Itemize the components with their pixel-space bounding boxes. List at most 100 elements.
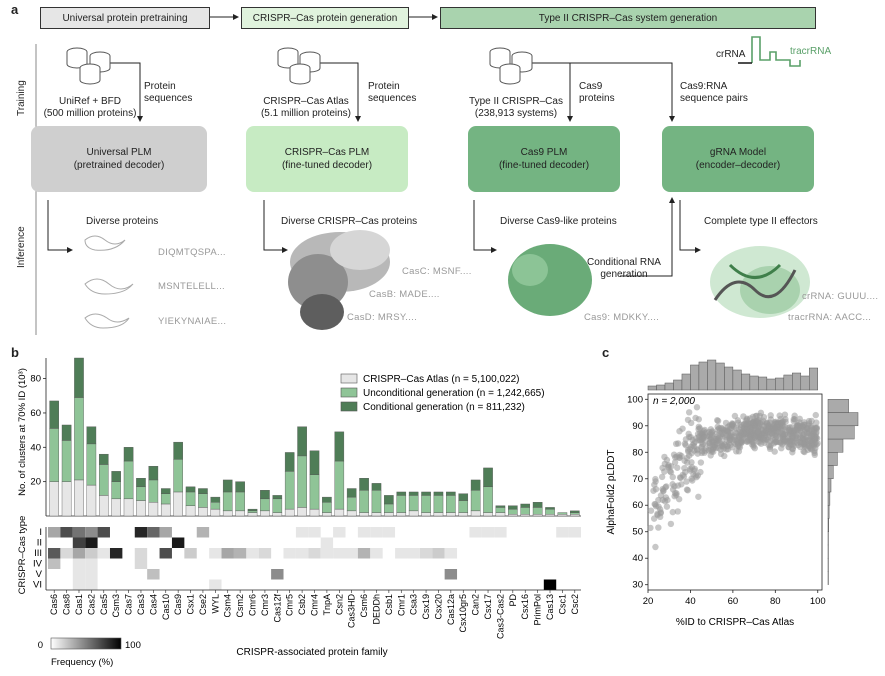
scatter-point — [697, 459, 705, 466]
scatter-point — [734, 419, 742, 427]
bar-segment — [470, 510, 481, 517]
bar-segment — [198, 507, 208, 517]
scatter-point — [682, 436, 690, 443]
scatter-point — [700, 434, 708, 441]
heatmap-cell — [481, 527, 495, 538]
scatter-point — [748, 431, 755, 439]
heatmap-cell — [72, 537, 86, 548]
top-histogram-bar — [656, 384, 666, 391]
scatter-point — [667, 520, 675, 528]
bar-segment — [222, 491, 233, 512]
top-histogram-bar — [715, 362, 725, 391]
bar-segment — [570, 514, 580, 517]
bar-segment — [297, 455, 307, 508]
scatter-point — [789, 445, 797, 453]
colorbar-max: 100 — [125, 640, 141, 651]
bar-segment — [136, 486, 146, 501]
dataset-uniref: UniRef + BFD (500 million proteins) — [30, 96, 150, 120]
scatter-point — [790, 416, 797, 423]
heatmap-cell — [246, 548, 259, 559]
scatter-point — [755, 427, 762, 435]
bar-segment — [284, 452, 295, 472]
bar-segment — [74, 397, 84, 481]
scatter-point — [670, 451, 678, 458]
model-subtitle: (encoder–decoder) — [695, 160, 781, 171]
bar-legend: CRISPR–Cas Atlas (n = 5,100,022) Uncondi… — [340, 373, 545, 413]
category-label: Csm4 — [223, 594, 233, 618]
scatter-point — [652, 543, 659, 551]
scatter-point — [669, 473, 676, 481]
scatter-annotation: n = 2,000 — [653, 396, 695, 407]
heatmap-cell — [85, 537, 98, 548]
bar-segment — [545, 507, 555, 510]
scatter-point — [655, 524, 662, 531]
colorbar-label: Frequency (%) — [51, 657, 113, 668]
scatter-point — [693, 445, 701, 453]
bar-segment — [446, 491, 456, 496]
bar-segment — [346, 496, 357, 512]
output-title-crispr-cas: Diverse CRISPR–Cas proteins — [281, 216, 418, 227]
output-title-cas9: Diverse Cas9-like proteins — [500, 216, 617, 227]
panel-b-chart: No. of clusters at 70% ID (10³) CRISPR–C… — [17, 357, 581, 668]
scatter-point — [738, 424, 745, 431]
category-label: Csx10gr5 — [458, 594, 468, 633]
scatter-point — [697, 468, 704, 476]
scatter-point — [736, 432, 743, 440]
bar-segment — [98, 464, 109, 496]
scatter-point — [767, 412, 774, 419]
bar-segment — [247, 508, 258, 512]
arrow-label-1: Protein sequences — [144, 81, 204, 105]
bar-segment — [520, 507, 531, 515]
heatmap-cell — [494, 527, 507, 538]
bar-segment — [470, 490, 481, 512]
heatmap-cell — [72, 558, 86, 569]
bar-segment — [173, 459, 183, 493]
bar-segment — [86, 426, 97, 445]
category-label: Cas13 — [545, 594, 555, 620]
scatter-point — [774, 427, 782, 434]
bar-segment — [483, 467, 493, 488]
protein-illustration-cas9 — [508, 244, 592, 316]
heatmap-cell — [184, 548, 197, 559]
bar-segment — [470, 479, 481, 491]
heatmap-cell — [283, 548, 296, 559]
legend-label-unconditional: Unconditional generation (n = 1,242,665) — [363, 388, 545, 399]
scatter-point — [681, 464, 688, 472]
scatter-point — [676, 427, 683, 435]
top-histogram-bar — [758, 376, 768, 391]
bar-segment — [334, 431, 345, 462]
bar-segment — [384, 503, 394, 513]
category-label: Cas12f — [272, 594, 282, 623]
dataset-detail: (238,913 systems) — [474, 108, 558, 119]
bar-segment — [198, 493, 208, 508]
panel-a-letter: a — [11, 2, 19, 17]
heatmap-row-label: IV — [33, 559, 43, 570]
category-label: Cas3 — [136, 594, 146, 615]
scatter-point — [754, 433, 762, 440]
bar-segment — [570, 510, 580, 513]
scatter-y-tick-label: 70 — [632, 474, 643, 485]
arrow-label-line: sequence pairs — [680, 93, 748, 104]
scatter-point — [671, 483, 678, 490]
right-histogram-bar — [827, 518, 829, 532]
scatter-point — [688, 459, 695, 466]
scatter-point — [806, 437, 813, 444]
panel-c-letter: c — [602, 345, 610, 360]
bar-segment — [272, 495, 283, 500]
scatter-y-tick-label: 100 — [627, 394, 643, 405]
heatmap-cell — [320, 537, 334, 548]
scatter-x-tick-label: 100 — [810, 596, 826, 607]
scatter-y-tick-label: 40 — [632, 553, 643, 564]
category-label: PrimPol — [533, 594, 543, 626]
category-label: Csx20 — [433, 594, 443, 620]
scatter-point — [693, 404, 701, 411]
scatter-point — [789, 433, 796, 440]
model-crispr-cas-plm: CRISPR–Cas PLM (fine-tuned decoder) — [246, 126, 408, 192]
top-histogram-bar — [732, 369, 742, 391]
bar-segment — [446, 512, 456, 517]
scatter-point — [709, 438, 717, 446]
heatmap-cell — [72, 579, 86, 590]
scatter-point — [663, 503, 671, 510]
scatter-point — [714, 417, 722, 425]
bar-segment — [508, 505, 518, 510]
